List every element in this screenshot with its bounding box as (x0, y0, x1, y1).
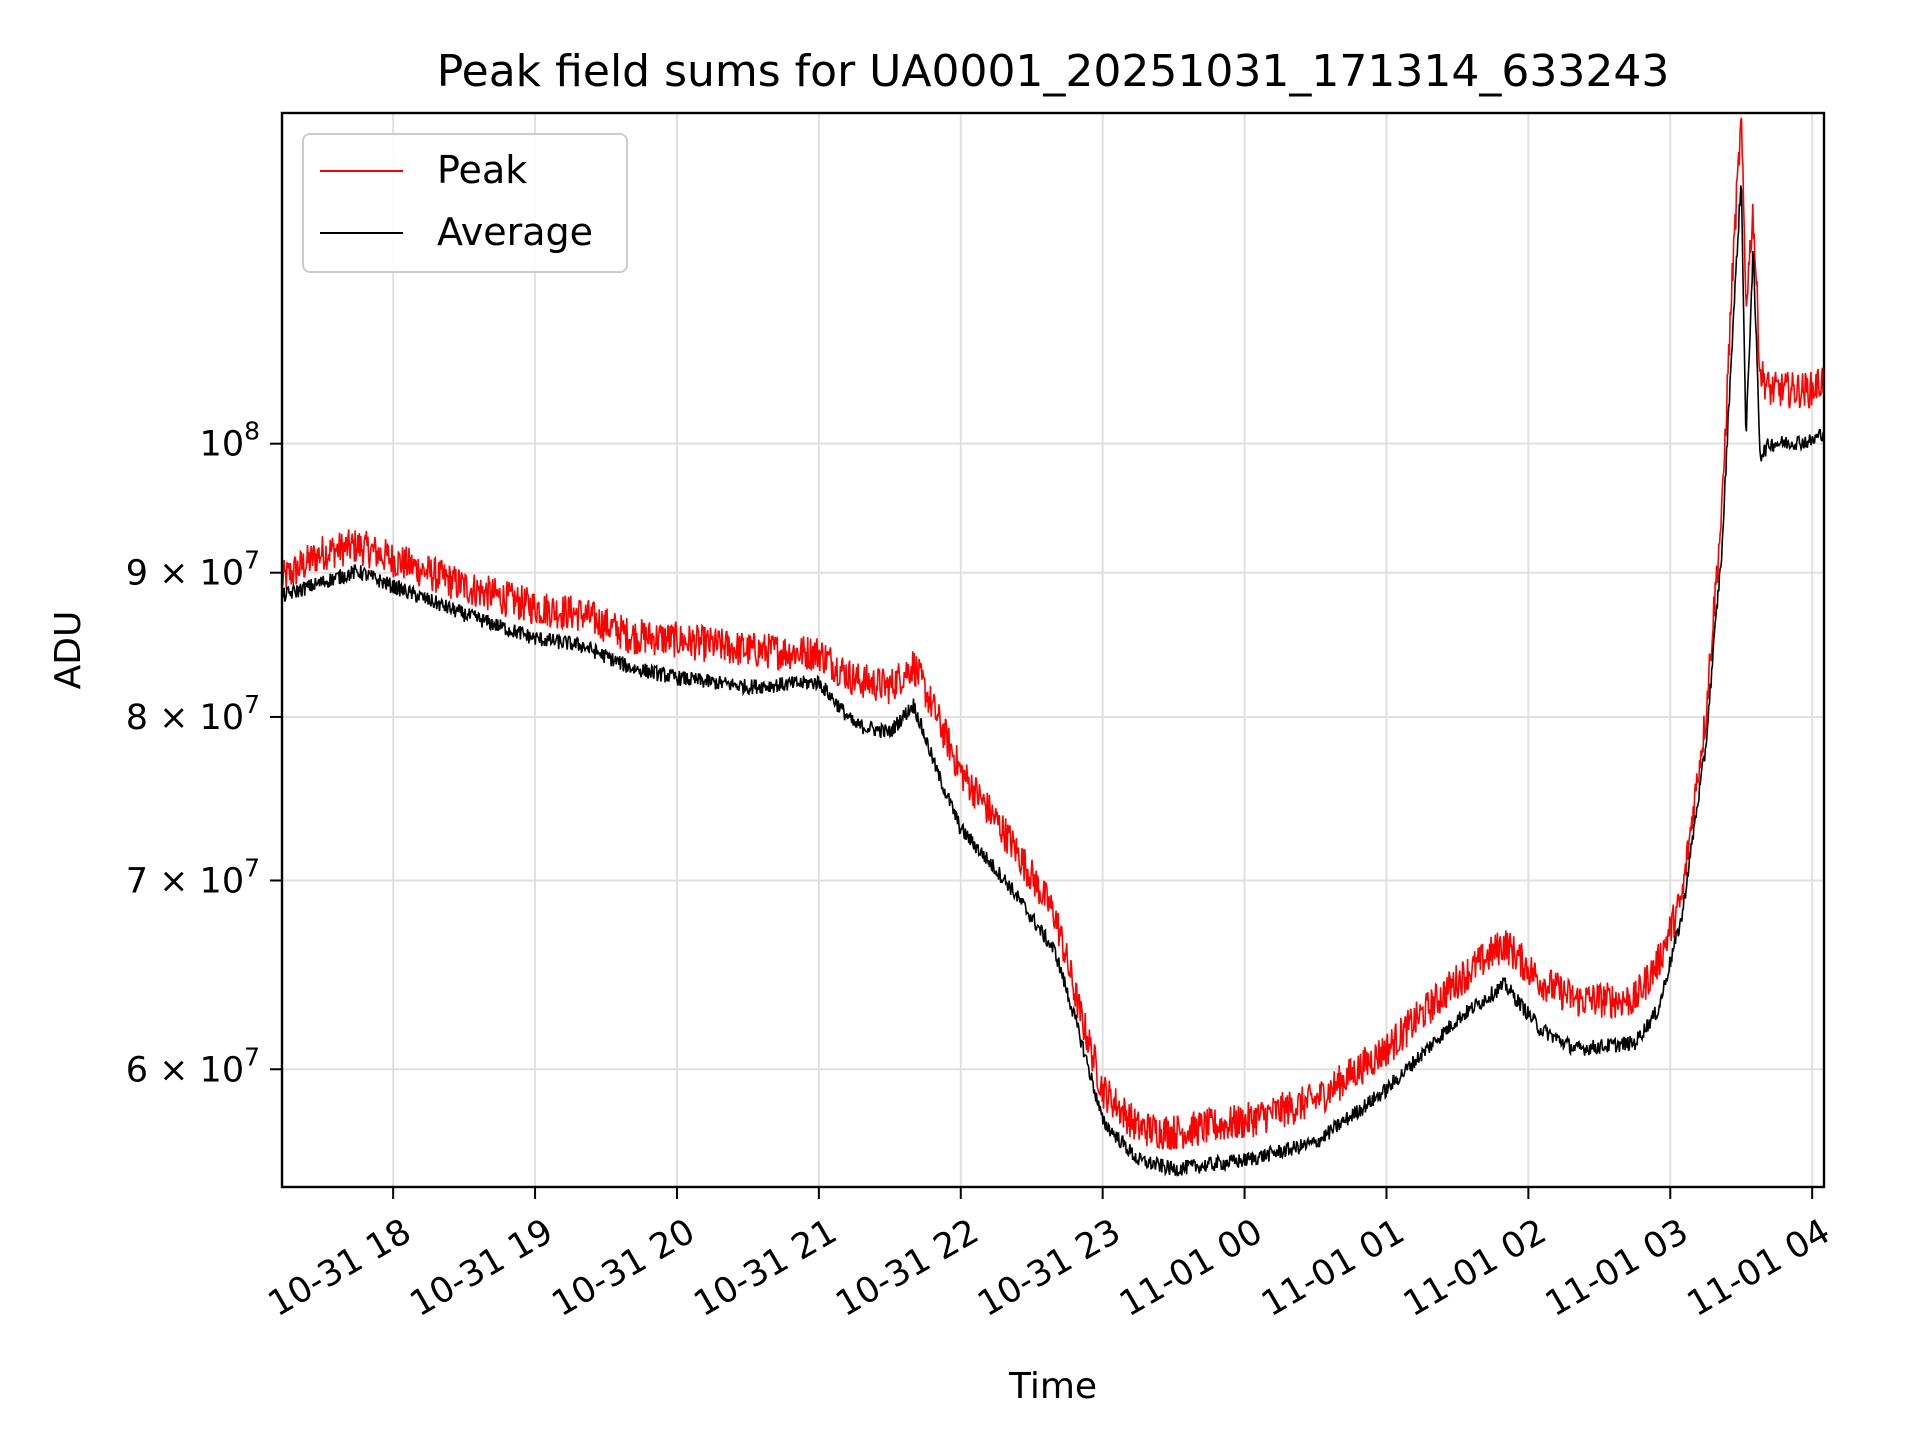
x-tick-label: 10-31 21 (687, 1212, 843, 1325)
y-axis-ticks: 6 × 107 7 × 107 8 × 107 9 × 107 108 (126, 417, 282, 1090)
x-tick-label: 10-31 23 (971, 1212, 1127, 1325)
x-tick-label: 10-31 20 (546, 1212, 702, 1325)
series-layer (281, 117, 1825, 1177)
x-tick-label: 10-31 18 (262, 1212, 418, 1325)
x-tick-label: 11-01 04 (1681, 1212, 1837, 1325)
x-tick-label: 10-31 22 (829, 1212, 985, 1325)
y-tick-label: 108 (200, 417, 260, 465)
y-tick-label: 8 × 107 (126, 690, 260, 738)
x-tick-label: 10-31 19 (404, 1212, 560, 1325)
series-line-average (281, 185, 1825, 1177)
x-axis-label: Time (1008, 1366, 1097, 1407)
legend-label-peak: Peak (437, 148, 527, 192)
plot-frame (280, 111, 1826, 1189)
legend-box (302, 133, 628, 273)
x-tick-label: 11-01 01 (1255, 1212, 1411, 1325)
grid-layer (282, 113, 1824, 1187)
x-tick-label: 11-01 03 (1539, 1212, 1695, 1325)
x-tick-label: 11-01 02 (1397, 1212, 1553, 1325)
legend: Peak Average (302, 133, 628, 273)
y-tick-label: 7 × 107 (126, 853, 260, 901)
legend-label-average: Average (437, 210, 593, 254)
y-tick-label: 9 × 107 (126, 546, 260, 594)
chart-title: Peak field sums for UA0001_20251031_1713… (437, 46, 1670, 97)
x-tick-label: 11-01 00 (1113, 1212, 1269, 1325)
y-tick-label: 6 × 107 (126, 1042, 260, 1090)
y-axis-label: ADU (48, 611, 89, 690)
series-line-peak (281, 117, 1825, 1150)
